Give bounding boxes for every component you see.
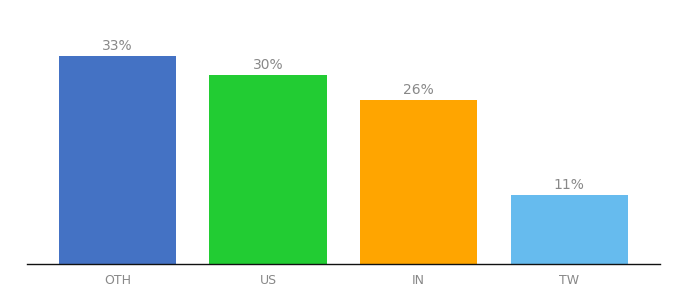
Bar: [360, 100, 477, 264]
Bar: [59, 56, 176, 264]
Text: 11%: 11%: [554, 178, 585, 192]
Bar: [209, 74, 327, 264]
Text: 33%: 33%: [102, 39, 133, 53]
Text: 30%: 30%: [253, 58, 284, 72]
Bar: [511, 194, 628, 264]
Text: 26%: 26%: [403, 83, 434, 97]
